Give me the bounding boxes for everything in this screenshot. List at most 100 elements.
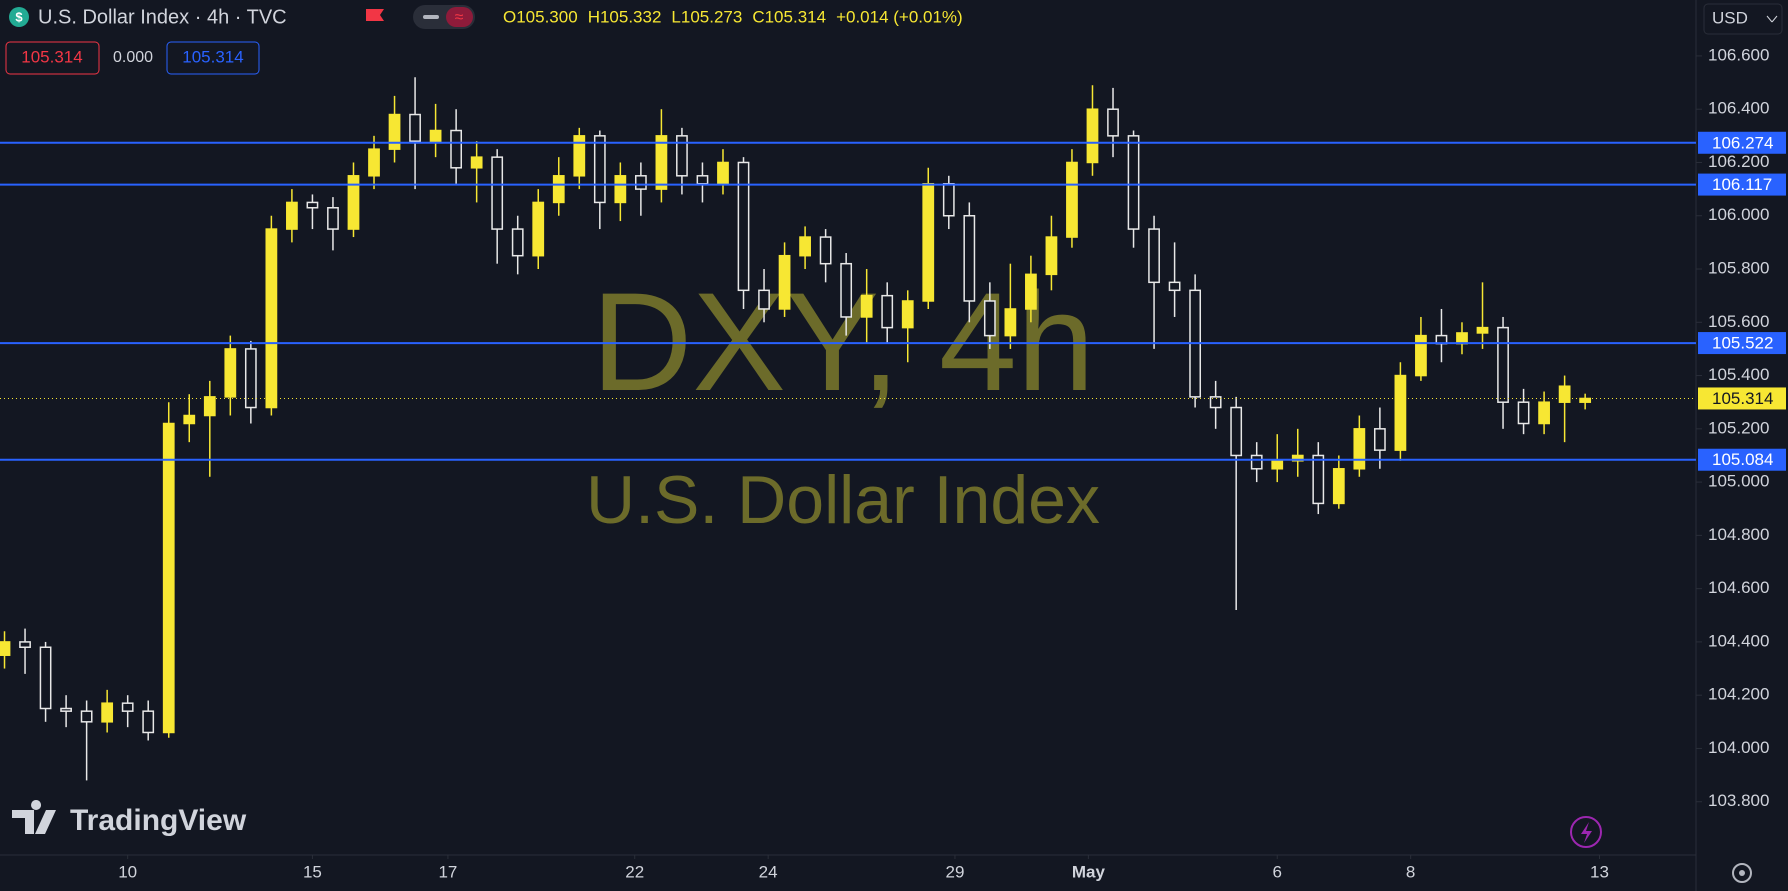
- candle-body: [860, 294, 873, 318]
- y-axis: 103.800 104.000 104.200 104.400 104.600 104.8…: [118, 45, 1786, 881]
- x-tick-label: 17: [438, 862, 457, 881]
- candle-body: [203, 396, 216, 417]
- candle-body: [676, 135, 688, 177]
- candle-body: [1332, 468, 1345, 505]
- y-tick-label: 105.800: [1708, 259, 1769, 278]
- candle-body: [1107, 108, 1119, 137]
- y-tick-label: 104.000: [1708, 738, 1769, 757]
- status-icon: [446, 7, 473, 27]
- x-tick-label: 6: [1273, 862, 1282, 881]
- y-tick-label: 105.200: [1708, 418, 1769, 437]
- candle-body: [758, 289, 770, 310]
- candle-body: [922, 183, 935, 302]
- candle-body: [388, 113, 401, 150]
- y-tick-label: 105.600: [1708, 312, 1769, 331]
- candle-body: [491, 156, 504, 230]
- candle-body: [306, 201, 319, 209]
- ask-box[interactable]: [166, 41, 260, 75]
- x-tick-label: 22: [625, 862, 644, 881]
- ohlc-value: H105.332: [588, 7, 662, 26]
- spread: 0.000: [113, 49, 153, 66]
- currency: USD: [1712, 8, 1748, 27]
- lightning-button[interactable]: [1570, 816, 1602, 848]
- level-label: 106.117: [1712, 175, 1772, 194]
- candle-body: [737, 161, 750, 292]
- candle-body: [1415, 334, 1427, 377]
- currency-box[interactable]: [1703, 3, 1783, 35]
- candle-body: [60, 707, 72, 712]
- y-tick-label: 106.000: [1708, 205, 1769, 224]
- candle-body: [0, 641, 11, 656]
- level-label-box: [1698, 448, 1786, 471]
- candle-body: [121, 702, 134, 712]
- candle-body: [573, 135, 586, 177]
- candle-body: [224, 348, 237, 398]
- symbol-icon: [9, 7, 29, 27]
- candle-body: [881, 294, 894, 329]
- ohlc-value: +0.014 (+0.01%): [836, 7, 963, 26]
- candle-body: [1148, 228, 1160, 284]
- candle-body: [470, 156, 483, 169]
- candle-body: [142, 710, 155, 734]
- status-icon: [423, 15, 439, 19]
- candle-body: [429, 129, 442, 142]
- level-label-box: [1698, 173, 1786, 196]
- candle-body: [1209, 396, 1222, 409]
- x-tick-label: 24: [759, 862, 778, 881]
- candle-body: [655, 135, 668, 190]
- last-price-label: 105.314: [1712, 389, 1773, 408]
- ohlc-value: L105.273: [671, 7, 742, 26]
- bid-price: 105.314: [21, 47, 82, 66]
- candle-body: [1127, 135, 1140, 230]
- candle-body: [1312, 454, 1325, 505]
- candle-body: [1538, 401, 1550, 425]
- dropdown-icon: [1771, 15, 1778, 23]
- candle-body: [552, 175, 565, 204]
- candle-body: [1394, 374, 1407, 451]
- candle-body: [1250, 454, 1263, 470]
- candle-body: [799, 236, 811, 257]
- plot: [0, 77, 1696, 781]
- candle-body: [532, 201, 545, 257]
- candle-body: [368, 148, 380, 177]
- level-label-box: [1698, 332, 1786, 355]
- candle-body: [1558, 385, 1571, 403]
- candle-body: [614, 175, 627, 204]
- candle-body: [450, 129, 463, 169]
- candle-body: [1476, 326, 1489, 334]
- candle-body: [1086, 108, 1099, 164]
- candle-body: [1045, 236, 1058, 276]
- candle-body: [1517, 401, 1530, 425]
- candle-body: [80, 710, 93, 723]
- status-icon-glyph: ≈: [455, 9, 464, 26]
- y-tick-label: 105.000: [1708, 472, 1769, 491]
- bid-box[interactable]: [5, 41, 100, 75]
- candle-body: [696, 175, 709, 185]
- candle-body: [265, 228, 278, 409]
- logo-mark: [12, 800, 56, 834]
- y-tick-label: 106.400: [1708, 99, 1769, 118]
- candle-body: [963, 214, 976, 302]
- x-tick-label: 29: [945, 862, 964, 881]
- x-tick-label: 8: [1406, 862, 1415, 881]
- logo-text: TradingView: [70, 804, 247, 837]
- x-tick-label: 15: [303, 862, 322, 881]
- symbol-title: U.S. Dollar Index · 4h · TVC: [38, 6, 287, 28]
- candle-body: [1579, 397, 1592, 403]
- y-tick-label: 106.600: [1708, 45, 1769, 64]
- settings-button[interactable]: [1732, 863, 1752, 883]
- candle-body: [347, 175, 360, 230]
- y-tick-label: 104.400: [1708, 631, 1769, 650]
- candle-body: [1497, 326, 1509, 403]
- last-price-box: [1698, 387, 1786, 410]
- candle-body: [1291, 454, 1304, 462]
- candle-body: [1353, 428, 1366, 470]
- candle-body: [840, 262, 853, 318]
- candle-body: [409, 113, 421, 142]
- candle-body: [101, 702, 114, 723]
- y-tick-label: 106.200: [1708, 152, 1769, 171]
- candle-body: [1025, 273, 1037, 310]
